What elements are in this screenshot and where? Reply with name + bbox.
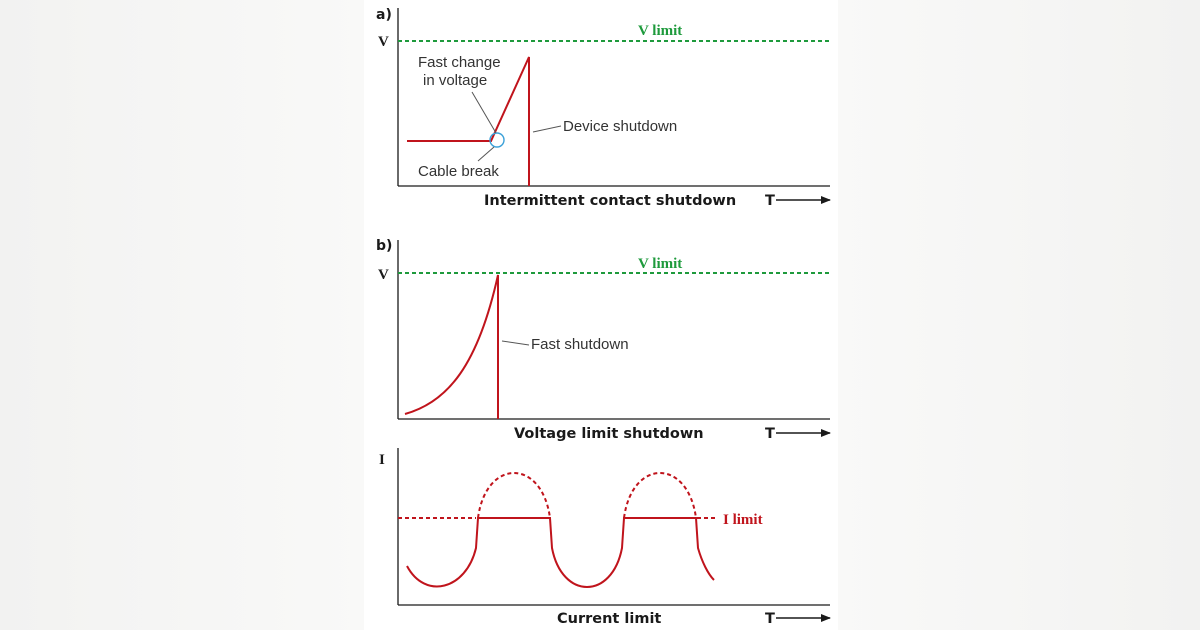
panel-c-x-axis-label: T bbox=[765, 611, 775, 627]
panel-b-x-axis-label: T bbox=[765, 426, 775, 442]
current-trace bbox=[406, 517, 715, 588]
annotation-device-shutdown: Device shutdown bbox=[563, 118, 677, 135]
panel-b-y-axis-label: V bbox=[378, 267, 389, 283]
panel-b-caption: Voltage limit shutdown bbox=[514, 426, 704, 442]
panel-a-caption: Intermittent contact shutdown bbox=[484, 193, 736, 209]
panel-b: b) V V limit Fast shutdown Voltage limit… bbox=[376, 238, 832, 442]
background-left bbox=[0, 0, 364, 630]
panel-b-voltage-trace bbox=[404, 274, 499, 419]
annotation-fast-shutdown: Fast shutdown bbox=[531, 336, 629, 353]
background-right bbox=[838, 0, 1200, 630]
unclipped-peak-1 bbox=[477, 472, 551, 519]
unclipped-peak-2 bbox=[623, 472, 697, 519]
annotation-fast-change-line1: Fast change bbox=[418, 54, 501, 71]
panel-a-v-limit-label: V limit bbox=[638, 23, 682, 39]
device-shutdown-leader-line bbox=[532, 125, 562, 133]
cable-break-marker-icon bbox=[489, 132, 505, 148]
panel-c: I I limit Current limit T bbox=[379, 448, 831, 627]
panel-a-voltage-trace bbox=[407, 56, 530, 186]
fast-shutdown-leader-line bbox=[501, 340, 530, 346]
panel-c-y-axis-label: I bbox=[379, 452, 385, 468]
figure-panel bbox=[364, 0, 838, 630]
panel-b-letter: b) bbox=[376, 238, 392, 254]
annotation-cable-break: Cable break bbox=[418, 163, 499, 180]
panel-c-caption: Current limit bbox=[557, 611, 661, 627]
panel-a-letter: a) bbox=[376, 7, 392, 23]
fast-change-leader-line bbox=[471, 91, 497, 134]
i-limit-label: I limit bbox=[723, 512, 763, 528]
annotation-fast-change-line2: in voltage bbox=[423, 72, 487, 89]
cable-break-leader-line bbox=[477, 146, 495, 162]
panel-a: a) V V limit Fast change in voltage Devi… bbox=[376, 7, 832, 209]
panel-a-x-axis-label: T bbox=[765, 193, 775, 209]
panel-a-y-axis-label: V bbox=[378, 34, 389, 50]
panel-b-v-limit-label: V limit bbox=[638, 256, 682, 272]
